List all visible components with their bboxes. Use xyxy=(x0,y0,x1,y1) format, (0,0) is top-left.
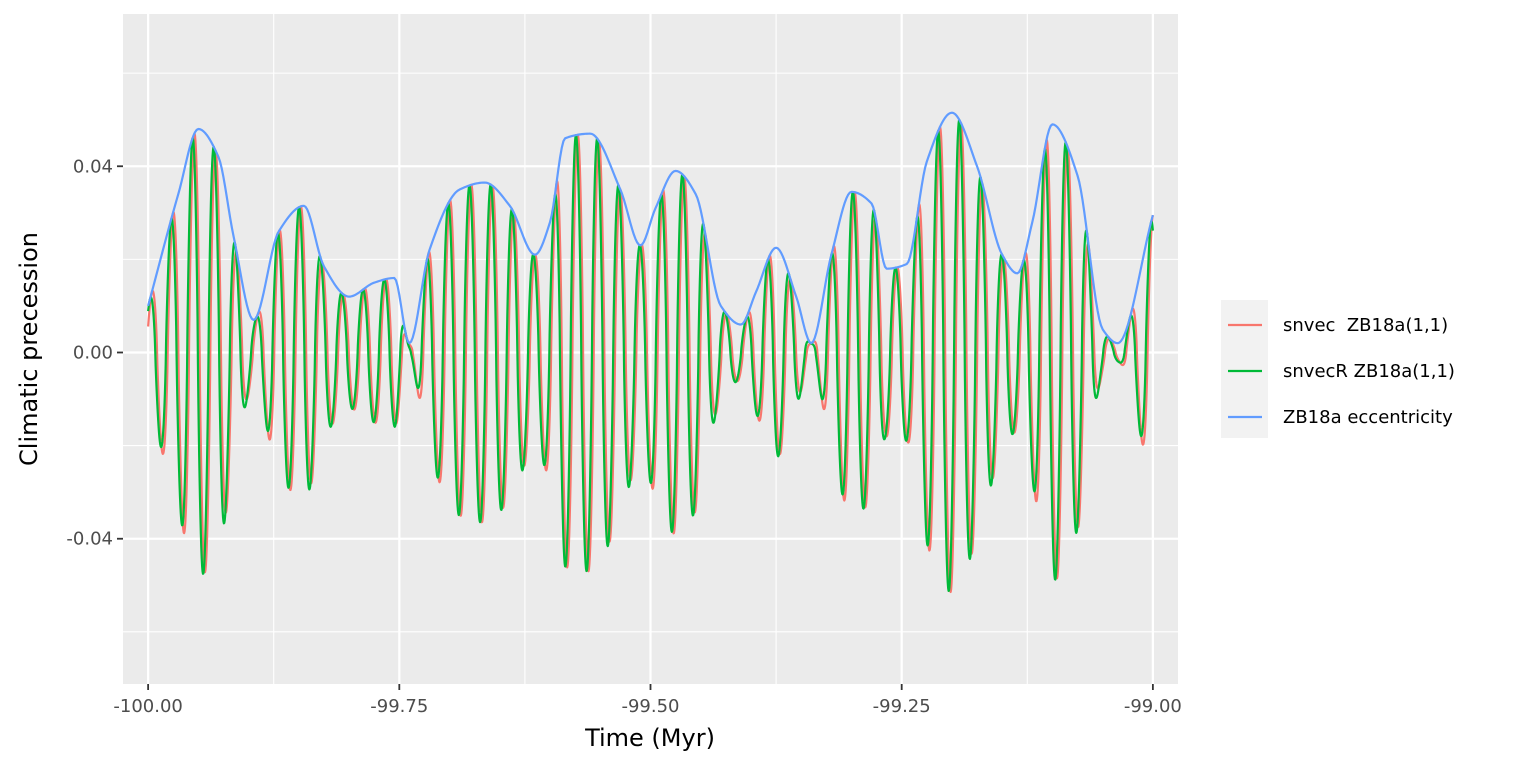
legend: snvec ZB18a(1,1) snvecR ZB18a(1,1) ZB18a e… xyxy=(1221,300,1455,438)
series-line-snvec-precession xyxy=(147,122,1154,593)
x-axis: -100.00 -99.75 -99.50 -99.25 -99.00 xyxy=(113,684,1182,717)
legend-keys-background xyxy=(1221,300,1268,438)
legend-label-snvecr-precession: snvecR ZB18a(1,1) xyxy=(1283,361,1455,382)
x-tick-label: -99.25 xyxy=(873,696,931,717)
series-layer xyxy=(147,111,1154,593)
x-tick-label: -99.00 xyxy=(1124,696,1182,717)
y-tick-label: 0.04 xyxy=(73,156,113,177)
y-axis: -0.04 0.00 0.04 xyxy=(66,156,123,550)
x-tick-label: -100.00 xyxy=(113,696,182,717)
y-tick-label: 0.00 xyxy=(73,342,113,363)
series-line-snvecr-precession xyxy=(147,119,1154,592)
x-tick-label: -99.75 xyxy=(370,696,428,717)
series-line-eccentricity xyxy=(147,111,1154,345)
x-axis-title: Time (Myr) xyxy=(584,724,715,752)
legend-label-snvec-precession: snvec ZB18a(1,1) xyxy=(1283,315,1448,336)
x-tick-label: -99.50 xyxy=(621,696,679,717)
legend-label-eccentricity: ZB18a eccentricity xyxy=(1283,407,1453,428)
y-axis-title: Climatic precession xyxy=(15,232,43,466)
y-tick-label: -0.04 xyxy=(66,529,113,550)
